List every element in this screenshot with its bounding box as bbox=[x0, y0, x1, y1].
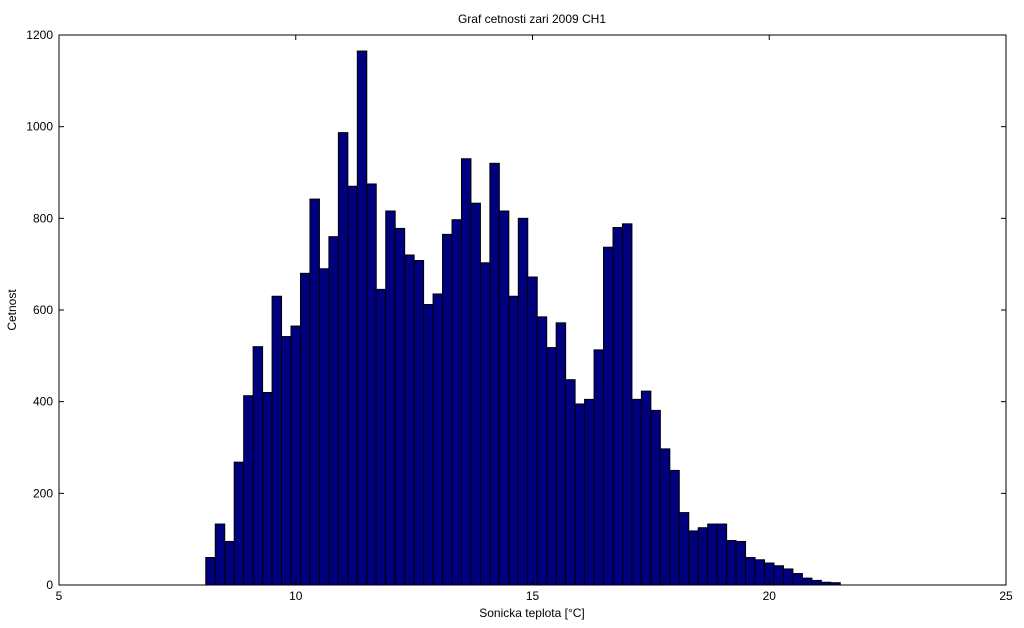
histogram-bar bbox=[678, 512, 690, 586]
x-tick-label: 25 bbox=[999, 589, 1013, 603]
histogram-bar bbox=[631, 398, 642, 586]
histogram-bar bbox=[271, 295, 283, 586]
histogram-bar bbox=[385, 210, 396, 586]
histogram-bar bbox=[470, 202, 481, 586]
histogram-bar bbox=[375, 288, 387, 586]
histogram-bar bbox=[252, 346, 264, 586]
histogram-bar bbox=[281, 336, 292, 586]
histogram-bar bbox=[536, 316, 548, 586]
histogram-bar bbox=[782, 568, 794, 586]
histogram-bar bbox=[584, 398, 595, 586]
histogram-bar bbox=[612, 227, 623, 586]
histogram-bar bbox=[801, 577, 813, 586]
histogram-bar bbox=[299, 272, 311, 586]
histogram-bar bbox=[745, 557, 756, 586]
histogram-bar bbox=[442, 233, 453, 586]
y-tick-label: 400 bbox=[33, 395, 53, 409]
histogram-bar bbox=[489, 162, 500, 586]
histogram-bar bbox=[366, 183, 377, 586]
histogram-bar bbox=[404, 254, 415, 586]
y-tick-label: 1200 bbox=[26, 28, 53, 42]
histogram-bar bbox=[432, 293, 444, 586]
x-axis-label: Sonicka teplota [°C] bbox=[479, 606, 585, 620]
histogram-bar bbox=[498, 210, 510, 586]
histogram-bar bbox=[621, 223, 633, 586]
histogram-bar bbox=[214, 523, 226, 586]
histogram-bar bbox=[792, 573, 803, 586]
histogram-bar bbox=[423, 304, 434, 586]
histogram-bar bbox=[716, 523, 728, 586]
y-tick-label: 600 bbox=[33, 303, 53, 317]
histogram-bar bbox=[460, 158, 472, 586]
y-tick-label: 0 bbox=[46, 578, 53, 592]
histogram-bar bbox=[773, 565, 784, 586]
histogram-bar bbox=[508, 295, 519, 586]
histogram-bar bbox=[394, 227, 406, 586]
histogram-bar bbox=[659, 448, 671, 586]
histogram-bar bbox=[356, 50, 368, 586]
x-tick-label: 15 bbox=[526, 589, 540, 603]
y-tick-label: 200 bbox=[33, 486, 53, 500]
histogram-bar bbox=[603, 246, 614, 586]
histogram-bar bbox=[640, 390, 652, 586]
histogram-bar bbox=[479, 262, 491, 586]
histogram-bar bbox=[726, 540, 737, 586]
histogram-bar bbox=[290, 325, 301, 586]
histogram-bar bbox=[328, 236, 339, 586]
histogram-bar bbox=[669, 469, 680, 586]
histogram-bar bbox=[337, 132, 349, 586]
histogram-bar bbox=[262, 392, 273, 586]
histogram-bar bbox=[697, 527, 709, 586]
histogram-bar bbox=[707, 523, 718, 586]
histogram-bar bbox=[451, 219, 462, 586]
x-tick-label: 10 bbox=[289, 589, 303, 603]
y-tick-label: 800 bbox=[33, 211, 53, 225]
histogram-bar bbox=[309, 198, 320, 586]
histogram-bar bbox=[347, 185, 358, 586]
histogram-bar bbox=[205, 557, 216, 586]
bars-group bbox=[205, 50, 841, 586]
histogram-bar bbox=[555, 322, 567, 586]
y-tick-label: 1000 bbox=[26, 120, 53, 134]
histogram-bar bbox=[318, 268, 330, 586]
ticks-group: 5 10 15 20 25 0 200 400 600 800 1000 1200 bbox=[26, 28, 1013, 603]
histogram-bar bbox=[413, 260, 425, 586]
y-axis-label: Cetnost bbox=[5, 289, 19, 331]
histogram-bar bbox=[527, 276, 538, 586]
histogram-bar bbox=[574, 403, 586, 586]
histogram-bar bbox=[688, 530, 699, 586]
x-tick-label: 5 bbox=[56, 589, 63, 603]
histogram-bar bbox=[546, 347, 557, 586]
histogram-bar bbox=[565, 379, 576, 586]
histogram-bar bbox=[517, 217, 529, 586]
histogram-bar bbox=[754, 559, 766, 586]
histogram-bar bbox=[735, 540, 747, 586]
histogram-bar bbox=[224, 540, 235, 586]
histogram-bar bbox=[233, 461, 245, 586]
histogram-bar bbox=[593, 349, 605, 586]
x-tick-label: 20 bbox=[763, 589, 777, 603]
histogram-bar bbox=[650, 409, 661, 586]
histogram-bar bbox=[811, 579, 822, 586]
histogram-bar bbox=[243, 395, 254, 586]
chart-title: Graf cetnosti zari 2009 CH1 bbox=[458, 12, 606, 26]
